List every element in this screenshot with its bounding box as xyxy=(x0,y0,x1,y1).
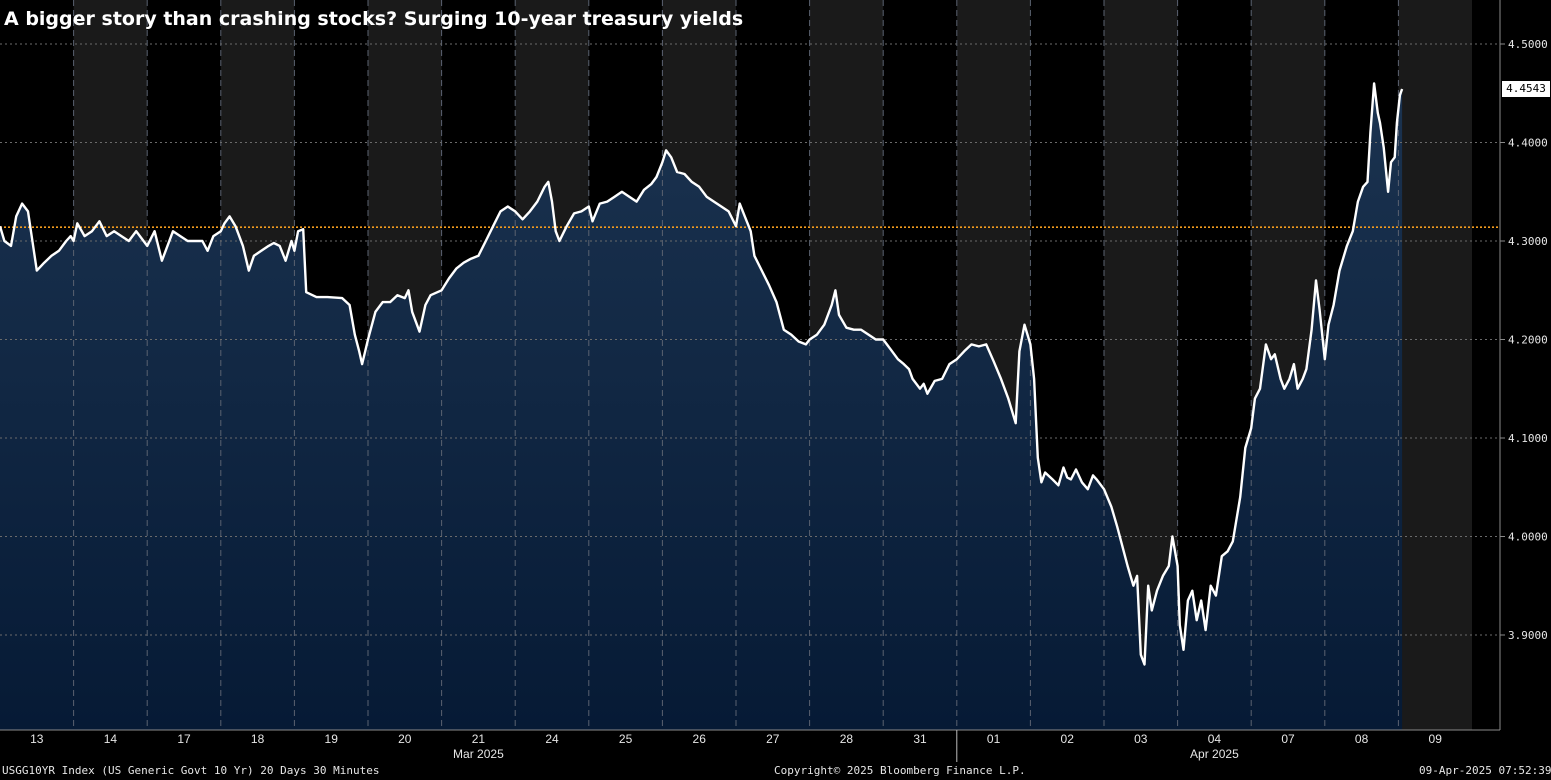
x-tick-label: 04 xyxy=(1208,732,1222,746)
x-tick-label: 02 xyxy=(1061,732,1075,746)
x-tick-label: 08 xyxy=(1355,732,1369,746)
day-band-09 xyxy=(1398,0,1472,730)
x-tick-label: 14 xyxy=(104,732,118,746)
vertical-gridlines xyxy=(73,0,1399,730)
footer-copyright: Copyright© 2025 Bloomberg Finance L.P. xyxy=(774,764,1026,777)
y-tick-label: 4.1000 xyxy=(1508,432,1548,445)
x-tick-label: 28 xyxy=(840,732,854,746)
x-tick-label: 25 xyxy=(619,732,633,746)
x-tick-label: 07 xyxy=(1281,732,1295,746)
x-tick-label: 26 xyxy=(693,732,707,746)
x-tick-label: 24 xyxy=(545,732,559,746)
y-tick-label: 3.9000 xyxy=(1508,629,1548,642)
x-tick-label: 17 xyxy=(177,732,191,746)
y-tick-label: 4.2000 xyxy=(1508,334,1548,347)
x-tick-label: 01 xyxy=(987,732,1001,746)
x-tick-label: 03 xyxy=(1134,732,1148,746)
x-tick-label: 27 xyxy=(766,732,780,746)
x-month-label: Apr 2025 xyxy=(1190,747,1239,761)
y-tick-label: 4.4000 xyxy=(1508,137,1548,150)
yield-area-fill xyxy=(0,83,1403,730)
last-value-tag: 4.4543 xyxy=(1502,81,1550,97)
yield-line xyxy=(0,82,1404,666)
y-axis: 4.5000 4.4000 4.3000 4.2000 4.1000 4.0000 3.90… xyxy=(1500,38,1548,642)
horizontal-gridlines xyxy=(0,43,1500,636)
footer-security-description: USGG10YR Index (US Generic Govt 10 Yr) 2… xyxy=(2,764,380,777)
x-tick-label: 09 xyxy=(1429,732,1443,746)
x-tick-label: 13 xyxy=(30,732,44,746)
x-tick-label: 19 xyxy=(325,732,339,746)
x-tick-label: 20 xyxy=(398,732,412,746)
y-tick-label: 4.0000 xyxy=(1508,531,1548,544)
footer-timestamp: 09-Apr-2025 07:52:39 xyxy=(1419,764,1551,777)
x-month-label: Mar 2025 xyxy=(453,747,504,761)
x-axis: 13 14 17 18 19 20 21 24 25 26 27 28 31 01 02 03 04 07 08 09… xyxy=(30,730,1442,762)
y-tick-label: 4.3000 xyxy=(1508,235,1548,248)
chart-title: A bigger story than crashing stocks? Sur… xyxy=(4,8,744,30)
y-tick-label: 4.5000 xyxy=(1508,38,1548,51)
x-tick-label: 21 xyxy=(472,732,486,746)
x-tick-label: 18 xyxy=(251,732,265,746)
x-tick-label: 31 xyxy=(913,732,927,746)
